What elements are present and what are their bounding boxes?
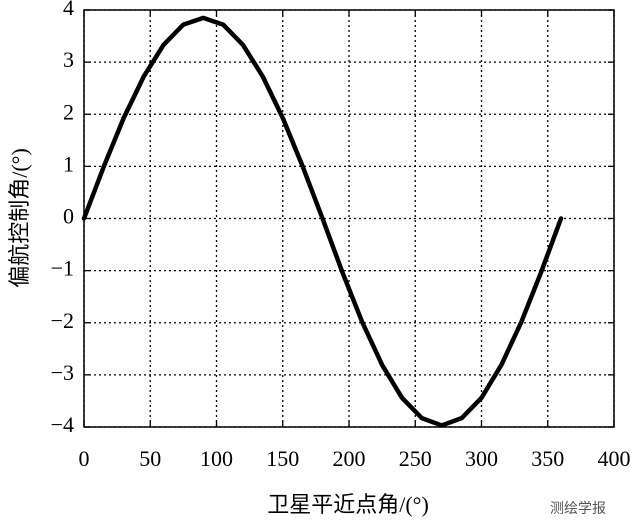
x-tick-label: 400 <box>598 446 631 471</box>
y-axis-label: 偏航控制角/(°) <box>7 148 32 288</box>
y-tick-label: 3 <box>63 47 74 72</box>
data-line <box>81 15 564 428</box>
y-tick-label: −4 <box>51 412 74 437</box>
y-tick-label: 2 <box>63 99 74 124</box>
x-tick-label: 350 <box>531 446 564 471</box>
x-axis-label: 卫星平近点角/(°) <box>267 492 429 517</box>
y-tick-label: −2 <box>51 308 74 333</box>
watermark: 测绘学报 <box>550 501 606 517</box>
y-tick-label: 4 <box>63 0 74 20</box>
x-tick-label: 150 <box>266 446 299 471</box>
x-tick-label: 300 <box>465 446 498 471</box>
y-tick-label: −3 <box>51 360 74 385</box>
y-tick-label: 1 <box>63 151 74 176</box>
x-tick-label: 100 <box>200 446 233 471</box>
x-tick-label: 250 <box>399 446 432 471</box>
x-tick-label: 50 <box>139 446 161 471</box>
x-tick-label: 200 <box>333 446 366 471</box>
y-tick-label: 0 <box>63 204 74 229</box>
x-tick-label: 0 <box>79 446 90 471</box>
y-tick-label: −1 <box>51 256 74 281</box>
